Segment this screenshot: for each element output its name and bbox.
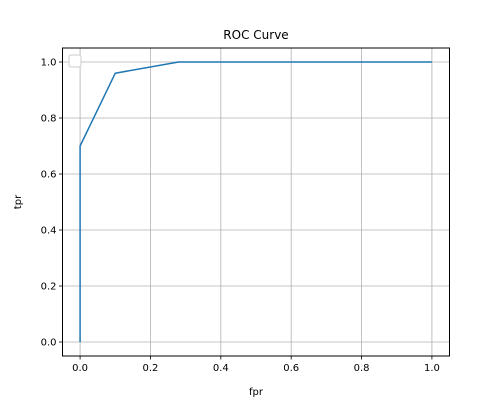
y-tick-label: 0.0 [41, 338, 57, 349]
grid [62, 48, 450, 356]
legend-box [68, 54, 82, 68]
roc-curve-line [79, 61, 432, 342]
x-tick-label: 0.6 [283, 363, 299, 374]
y-tick-label: 1.0 [41, 58, 57, 69]
x-tick-label: 0.0 [72, 363, 88, 374]
axis-ticks: 0.0 0.2 0.4 0.6 0.8 1.0 0.0 0.2 0.4 0.6 0.8 1.0 [41, 58, 440, 375]
y-axis-label: tpr [13, 194, 24, 209]
y-tick-label: 0.2 [41, 282, 57, 293]
y-tick-label: 0.8 [41, 114, 57, 125]
y-tick-label: 0.4 [41, 226, 57, 237]
plot-frame [62, 47, 450, 357]
x-tick-label: 0.4 [213, 363, 229, 374]
chart-title: ROC Curve [223, 28, 288, 42]
y-tick-label: 0.6 [41, 170, 57, 181]
x-tick-label: 0.8 [354, 363, 370, 374]
series-layer [79, 61, 432, 342]
x-tick-label: 1.0 [424, 363, 440, 374]
x-tick-label: 0.2 [143, 363, 159, 374]
x-axis-label: fpr [249, 387, 264, 398]
